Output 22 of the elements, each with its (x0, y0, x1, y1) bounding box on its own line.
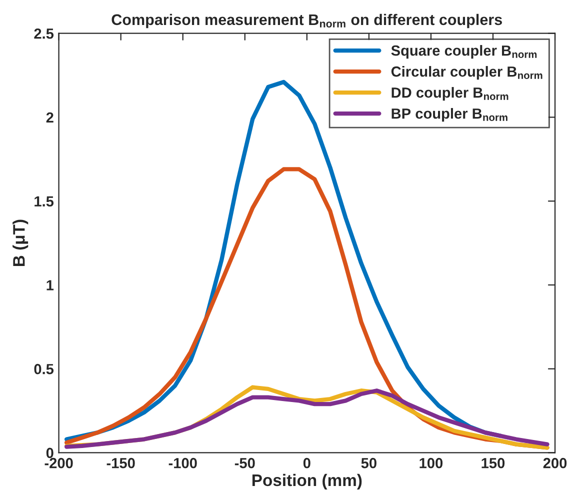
x-tick-label: 0 (303, 458, 310, 468)
legend-label: Circular coupler B$_{norm}$ (391, 66, 542, 80)
x-tick-label: -100 (168, 458, 197, 468)
x-axis-title: Position (mm) (252, 474, 362, 490)
legend-label: DD coupler B$_{norm}$ (392, 87, 508, 101)
y-tick-label: 2 (46, 112, 54, 123)
x-tick-label: -150 (106, 458, 135, 468)
x-tick-label: 150 (482, 458, 505, 468)
x-tick-label: 50 (361, 458, 376, 468)
x-tick-label: -50 (234, 458, 255, 468)
y-tick-label: 2.5 (34, 28, 54, 39)
x-tick-label: 100 (420, 458, 443, 468)
y-tick-label: 0.5 (34, 364, 54, 374)
y-tick-label: 1 (46, 280, 54, 290)
x-tick-label: -200 (44, 458, 73, 468)
y-axis-title: B (μT) (12, 220, 28, 266)
x-tick-label: 200 (543, 458, 567, 468)
y-tick-label: 0 (46, 448, 54, 458)
y-tick-label: 1.5 (34, 196, 54, 207)
chart-title: Comparison measurement B$_{norm}$ on different couplers (112, 14, 502, 28)
legend-label: Square coupler B$_{norm}$ (391, 45, 537, 59)
legend-label: BP coupler B$_{norm}$ (392, 108, 508, 122)
